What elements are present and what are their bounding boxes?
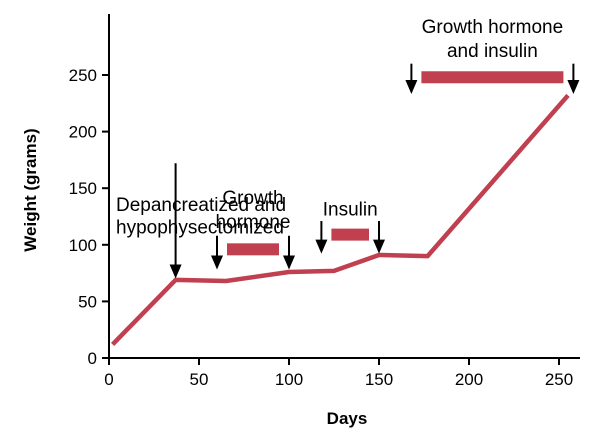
annotation-label: Growth (222, 188, 283, 209)
arrow-head (567, 79, 580, 94)
ticks: 0 50 100 150 200 250 0 50 100 150 200 250 (69, 66, 574, 389)
y-tick-label: 50 (78, 292, 97, 311)
x-tick-label: 250 (545, 370, 573, 389)
x-tick-label: 100 (275, 370, 303, 389)
y-tick-label: 150 (69, 179, 97, 198)
y-tick-label: 0 (88, 349, 97, 368)
arrow-head (315, 239, 328, 254)
arrow-head (373, 239, 385, 254)
arrow-head (211, 255, 223, 270)
y-tick-label: 100 (69, 236, 97, 255)
treatment-bar (331, 228, 369, 241)
treatment-bar (227, 243, 279, 256)
x-tick-label: 50 (190, 370, 209, 389)
x-tick-label: 200 (455, 370, 483, 389)
annotation-label: hormone (216, 212, 291, 233)
arrow-head (405, 79, 418, 94)
y-tick-label: 200 (69, 123, 97, 142)
annotation-label: and insulin (447, 41, 538, 62)
x-axis-label: Days (327, 409, 368, 428)
treatment-bars (227, 71, 564, 256)
arrow-head (169, 264, 182, 279)
annotation-label: hypophysectomized (116, 217, 284, 238)
y-tick-label: 250 (69, 66, 97, 85)
arrow-head (283, 255, 295, 270)
annotation-label: Growth hormone (422, 17, 564, 38)
x-tick-label: 0 (104, 370, 113, 389)
series (110, 93, 570, 346)
annotation-label: Depancreatized and (116, 195, 286, 216)
treatment-bar (421, 71, 564, 84)
x-tick-label: 150 (365, 370, 393, 389)
y-axis-label: Weight (grams) (21, 128, 40, 251)
weight-line (110, 93, 570, 346)
axes (108, 14, 580, 359)
annotation-label: Insulin (323, 199, 378, 220)
